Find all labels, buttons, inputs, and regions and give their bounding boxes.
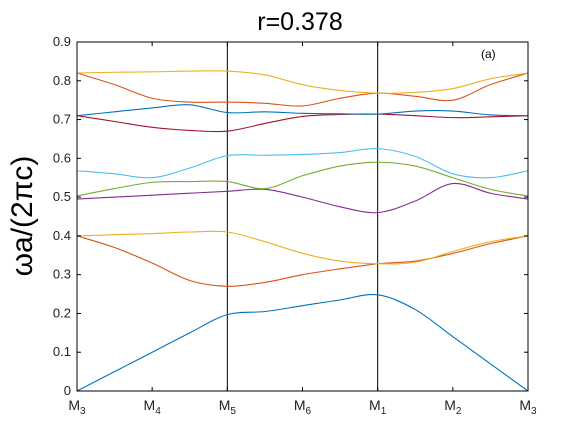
y-tick-label-5: 0.5 (53, 189, 71, 204)
y-tick-label-4: 0.4 (53, 228, 71, 243)
y-axis-label: ωa/(2πc) (6, 156, 39, 277)
high-symmetry-lines (226, 42, 379, 391)
x-tick-label-2: M5 (219, 397, 237, 417)
x-tick-label-3: M6 (294, 397, 312, 417)
plot-frame (76, 41, 529, 392)
y-tick-label-9: 0.9 (53, 34, 71, 49)
band-8 (76, 104, 529, 117)
band-2 (76, 235, 529, 287)
axes (76, 41, 529, 392)
x-tick-label-5: M2 (444, 397, 462, 417)
y-tick-label-1: 0.1 (53, 344, 71, 359)
x-tick-label-4: M1 (369, 397, 387, 417)
x-ticks: M3 M4 M5 M6 M1 M2 M3 (68, 42, 537, 417)
band-3 (76, 230, 529, 265)
band-5 (76, 161, 529, 197)
y-tick-label-0: 0 (64, 383, 71, 398)
panel-annotation: (a) (481, 47, 496, 61)
x-tick-label-0: M3 (68, 397, 86, 417)
band-7 (76, 113, 529, 133)
band-9 (76, 72, 529, 107)
band-4 (76, 182, 529, 214)
y-tick-label-6: 0.6 (53, 150, 71, 165)
band-6 (76, 148, 529, 179)
y-tick-label-2: 0.2 (53, 305, 71, 320)
y-tick-label-3: 0.3 (53, 267, 71, 282)
band-series (76, 70, 529, 392)
x-tick-label-1: M4 (144, 397, 162, 417)
chart-title: r=0.378 (257, 8, 343, 36)
y-tick-label-7: 0.7 (53, 112, 71, 127)
y-tick-label-8: 0.8 (53, 73, 71, 88)
x-tick-label-6: M3 (519, 397, 537, 417)
band-1 (76, 293, 529, 392)
y-ticks: 0 0.1 0.2 0.3 0.4 0.5 0.6 0.7 0.8 0.9 (53, 34, 528, 398)
band-10 (76, 70, 529, 94)
